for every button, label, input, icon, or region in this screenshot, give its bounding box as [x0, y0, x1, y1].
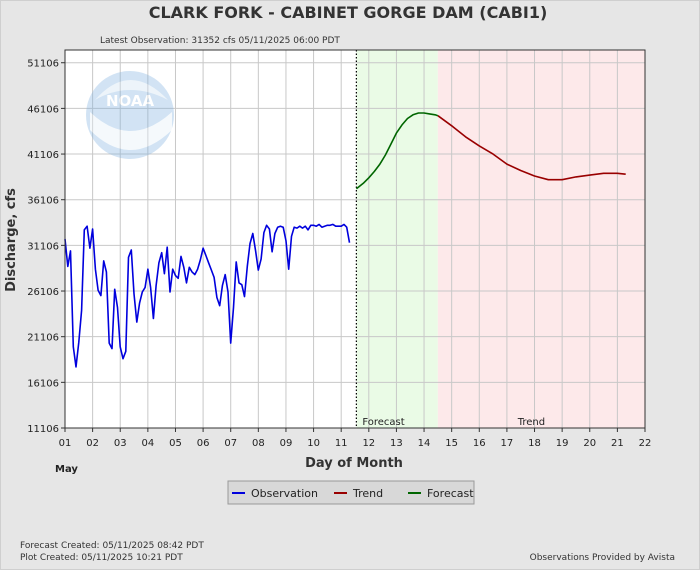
- x-tick-label: 06: [197, 438, 210, 449]
- legend-label-observation: Observation: [251, 487, 318, 500]
- x-tick-label: 18: [528, 438, 541, 449]
- trend-zone-label: Trend: [517, 417, 545, 428]
- series-line-forecast: [355, 112, 439, 190]
- y-tick-label: 46106: [27, 104, 59, 115]
- plot-border: [64, 49, 646, 429]
- x-tick-label: 01: [59, 438, 72, 449]
- legend-label-forecast: Forecast: [427, 487, 474, 500]
- legend: Observation Trend Forecast: [227, 480, 475, 505]
- x-tick-label: 15: [445, 438, 458, 449]
- trend-zone: [437, 50, 645, 428]
- y-axis-label: Discharge, cfs: [4, 188, 19, 292]
- y-tick-label: 36106: [27, 196, 59, 207]
- x-tick-label: 16: [473, 438, 486, 449]
- plot-created: Plot Created: 05/11/2025 10:21 PDT: [20, 553, 183, 563]
- x-tick-label: 19: [556, 438, 569, 449]
- x-tick-label: 10: [307, 438, 320, 449]
- x-tick-label: 21: [611, 438, 624, 449]
- legend-label-trend: Trend: [352, 487, 383, 500]
- x-tick-label: 13: [390, 438, 403, 449]
- legend-box: [227, 480, 475, 505]
- y-tick-label: 41106: [27, 150, 59, 161]
- forecast-created: Forecast Created: 05/11/2025 08:42 PDT: [20, 541, 204, 551]
- x-tick-label: 08: [252, 438, 265, 449]
- y-tick-label: 51106: [27, 59, 59, 70]
- month-label: May: [55, 464, 78, 475]
- latest-observation: Latest Observation: 31352 cfs 05/11/2025…: [100, 36, 340, 46]
- noaa-logo-text: NOAA: [106, 92, 155, 110]
- noaa-logo: NOAA: [86, 71, 174, 159]
- x-tick-label: 14: [418, 438, 431, 449]
- y-tick-label: 26106: [27, 287, 59, 298]
- noaa-logo-disc: [86, 71, 174, 159]
- x-axis-label: Day of Month: [305, 456, 403, 471]
- y-tick-label: 11106: [27, 424, 59, 435]
- x-tick-label: 05: [169, 438, 182, 449]
- x-tick-label: 17: [501, 438, 514, 449]
- series-line-observation: [64, 223, 351, 368]
- noaa-logo-wave: [90, 112, 172, 150]
- x-tick-label: 11: [335, 438, 348, 449]
- plot-area: 01 02 03 04 05 06 07 08 09 10 11 12 13 14 15 16 17 18 19 20…: [27, 49, 652, 449]
- y-tick-label: 21106: [27, 333, 59, 344]
- x-tick-label: 09: [280, 438, 293, 449]
- noaa-logo-gull: [95, 80, 168, 100]
- observation-provider: Observations Provided by Avista: [530, 553, 675, 563]
- x-tick-label: 07: [224, 438, 237, 449]
- chart-title: CLARK FORK - CABINET GORGE DAM (CABI1): [149, 3, 548, 22]
- x-tick-label: 22: [639, 438, 652, 449]
- y-tick-label: 31106: [27, 241, 59, 252]
- forecast-zone-label: Forecast: [362, 417, 404, 428]
- x-tick-label: 12: [362, 438, 375, 449]
- x-tick-label: 03: [114, 438, 127, 449]
- x-tick-label: 20: [583, 438, 596, 449]
- x-tick-label: 04: [141, 438, 154, 449]
- x-tick-label: 02: [86, 438, 99, 449]
- series-line-trend: [437, 115, 626, 181]
- y-tick-label: 16106: [27, 378, 59, 389]
